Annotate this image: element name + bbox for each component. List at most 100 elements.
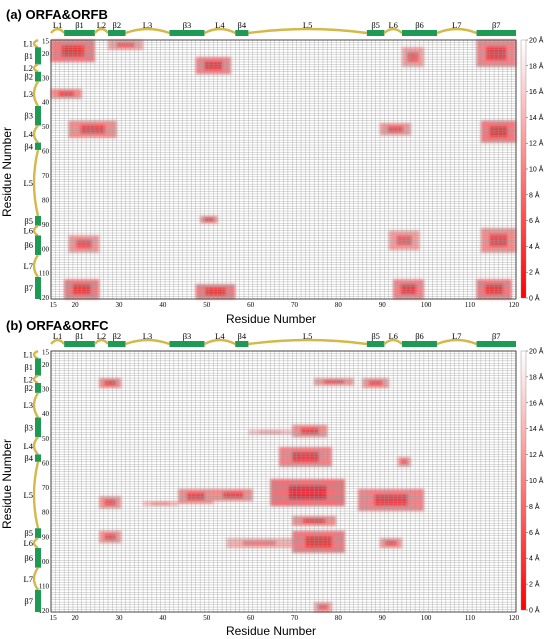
ss-label: β3 <box>183 331 192 341</box>
loop-segment <box>32 436 39 456</box>
contact-cell <box>104 533 116 540</box>
ss-label: L4 <box>24 441 34 451</box>
loop-segment <box>125 338 170 346</box>
x-tick-label: 40 <box>159 614 167 622</box>
colorbar-label: 8 Å <box>529 190 540 199</box>
y-tick-label: 120 <box>39 294 50 302</box>
beta-strand <box>35 105 41 126</box>
loop-segment <box>93 338 109 345</box>
loop-segment <box>50 338 66 345</box>
loop-segment <box>125 27 170 35</box>
contact-cell <box>486 46 507 61</box>
ss-label: L6 <box>24 538 33 548</box>
colorbar-label: 6 Å <box>529 216 540 225</box>
colorbar-label: 16 Å <box>529 398 544 407</box>
ss-label: β1 <box>24 362 33 372</box>
beta-strand <box>35 235 41 256</box>
loop-segment <box>93 27 109 34</box>
loop-segment <box>32 80 40 107</box>
x-tick-label: 120 <box>509 301 520 309</box>
beta-strand <box>64 341 95 347</box>
loop-segment <box>436 27 477 35</box>
ss-label: L4 <box>24 129 34 139</box>
beta-strand <box>366 30 385 36</box>
beta-strand <box>169 30 205 36</box>
loop-segment <box>32 63 39 73</box>
ss-label: β5 <box>24 216 33 226</box>
ss-label: β3 <box>24 422 33 432</box>
loop-segment <box>32 149 40 217</box>
ss-label: β6 <box>415 331 424 341</box>
y-tick-label: 60 <box>42 459 50 467</box>
beta-strand <box>35 142 41 150</box>
ss-label: L7 <box>24 574 33 584</box>
colorbar-label: 20 Å <box>529 347 544 356</box>
x-tick-label: 50 <box>203 301 211 309</box>
loop-segment <box>32 374 39 385</box>
y-tick-label: 80 <box>42 196 50 204</box>
colorbar: 20 Å 18 Å 16 Å 14 Å 12 Å 10 Å 8 Å 6 Å 4 Å 2 Å 0 Å <box>520 36 544 303</box>
ss-label: β4 <box>24 453 33 463</box>
beta-strand <box>35 454 41 462</box>
colorbar-gradient <box>520 350 527 611</box>
beta-strand <box>35 383 41 393</box>
ss-label: L4 <box>215 20 225 30</box>
contact-cell <box>223 491 243 499</box>
y-tick-label: 90 <box>42 221 50 229</box>
contact-cell <box>387 126 404 133</box>
ss-label: β7 <box>24 596 33 606</box>
y-tick-label: 60 <box>42 148 50 156</box>
x-tick-label: 120 <box>509 614 520 622</box>
ss-label: β2 <box>113 331 122 341</box>
ss-label: β1 <box>75 331 84 341</box>
beta-strand <box>64 30 95 36</box>
secondary-structure-top: L1 β1 L2 β2 L3 β3 L4 β4 L5 β5 L6 β6 L7 β7 <box>50 20 516 36</box>
colorbar-label: 2 Å <box>529 580 540 589</box>
ss-label: β7 <box>492 20 501 30</box>
ss-label: β3 <box>24 111 33 121</box>
plot-frame <box>50 350 517 613</box>
ss-label: L7 <box>452 331 461 341</box>
x-tick-label: 70 <box>291 614 299 622</box>
contact-cell <box>104 499 116 506</box>
ss-label: L1 <box>53 331 62 341</box>
x-tick-label: 15 <box>50 301 58 309</box>
ss-label: L3 <box>24 400 33 410</box>
colorbar-label: 18 Å <box>529 61 544 70</box>
beta-strand <box>35 277 41 299</box>
beta-strand <box>35 47 41 65</box>
contact-cell <box>80 124 105 134</box>
loop-segment <box>32 38 39 49</box>
y-tick-label: 100 <box>39 245 50 253</box>
y-axis-label: Residue Number <box>0 127 14 217</box>
x-tick-label: 30 <box>115 614 123 622</box>
ss-label: L5 <box>303 20 312 30</box>
y-tick-label: 30 <box>42 386 50 394</box>
x-tick-label: 80 <box>335 614 343 622</box>
ss-label: L1 <box>53 20 62 30</box>
loop-segment <box>203 338 236 346</box>
loop-segment <box>383 27 403 34</box>
beta-strand <box>35 358 41 376</box>
ss-label: L3 <box>143 20 152 30</box>
colorbar-label: 4 Å <box>529 554 540 563</box>
y-tick-label: 70 <box>42 172 50 180</box>
ss-label: L1 <box>24 39 33 49</box>
beta-strand <box>235 341 249 347</box>
colorbar-label: 14 Å <box>529 113 544 122</box>
ss-label: L6 <box>388 331 397 341</box>
loop-segment <box>32 537 39 550</box>
y-tick-label: 110 <box>39 270 50 278</box>
y-tick-label: 40 <box>42 410 50 418</box>
x-tick-label: 90 <box>379 614 387 622</box>
colorbar-label: 0 Å <box>529 294 540 303</box>
ss-label: L2 <box>24 374 33 384</box>
x-tick-label: 70 <box>291 301 299 309</box>
loop-segment <box>50 27 66 34</box>
colorbar-label: 12 Å <box>529 139 544 148</box>
ss-label: L5 <box>24 178 33 188</box>
panel-title: (a) ORFA&ORFB <box>6 7 108 22</box>
ss-label: β2 <box>24 383 33 393</box>
colorbar-label: 18 Å <box>529 372 544 381</box>
